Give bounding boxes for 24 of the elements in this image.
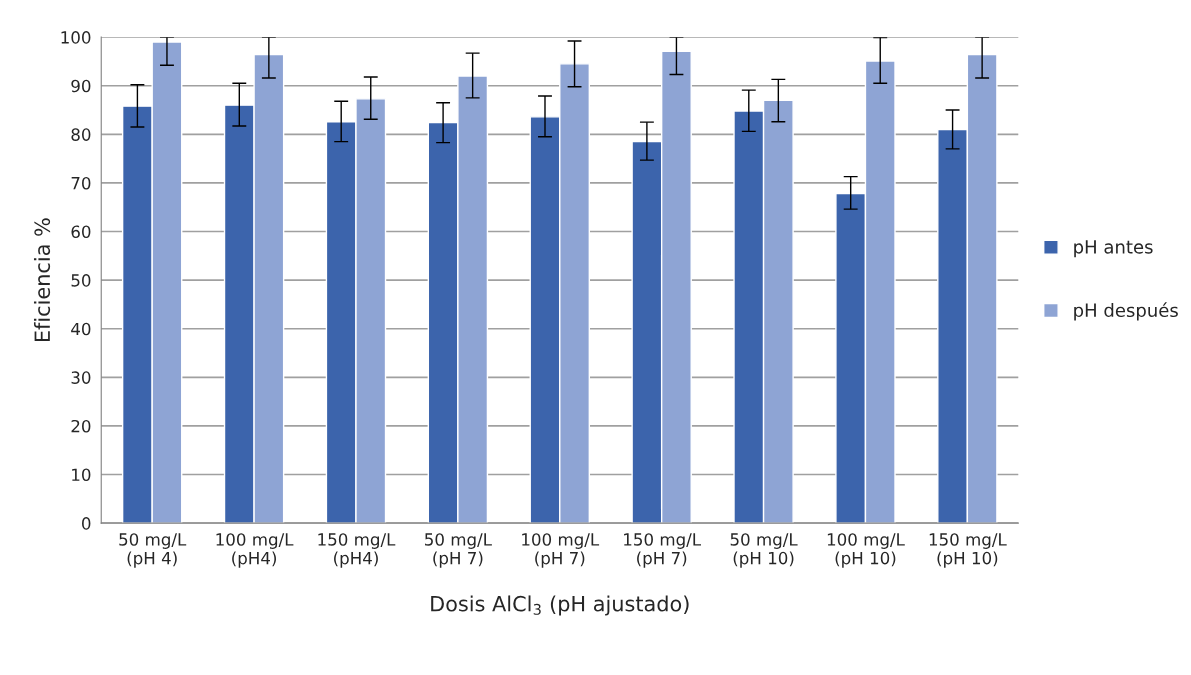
y-tick-label: 40 [71, 322, 91, 336]
x-axis-title: Dosis AlCl$_{3}$ (pH ajustado) [431, 595, 689, 616]
y-tick-label: 60 [71, 225, 91, 239]
y-axis-title: Eficiencia % [33, 218, 51, 342]
y-tick-label: 50 [71, 274, 91, 287]
x-tick-label: 50 mg/L (pH 4) [119, 533, 187, 568]
x-tick-label: 50 mg/L (pH 7) [425, 533, 492, 568]
y-tick-label: 30 [71, 371, 91, 384]
x-tick-label: 150 mg/L (pH 10) [929, 533, 1007, 568]
y-tick-label: 10 [72, 468, 91, 482]
x-tick-label: 100 mg/L (pH 7) [522, 533, 600, 568]
x-tick-label: 100 mg/L (pH4) [216, 533, 294, 568]
y-tick-label: 70 [71, 176, 91, 190]
legend-label: pH después [1074, 302, 1178, 321]
y-tick-label: 100 [61, 31, 91, 44]
legend-label: pH antes [1074, 240, 1153, 258]
x-tick-label: 150 mg/L (pH4) [318, 533, 396, 568]
y-tick-label: 80 [71, 128, 91, 141]
x-tick-label: 100 mg/L (pH 10) [827, 533, 905, 568]
x-tick-label: 150 mg/L (pH 7) [624, 533, 701, 568]
y-tick-label: 20 [71, 419, 91, 433]
y-tick-label: 0 [82, 517, 91, 530]
y-tick-label: 90 [71, 79, 91, 93]
x-tick-label: 50 mg/L (pH 10) [730, 533, 798, 568]
